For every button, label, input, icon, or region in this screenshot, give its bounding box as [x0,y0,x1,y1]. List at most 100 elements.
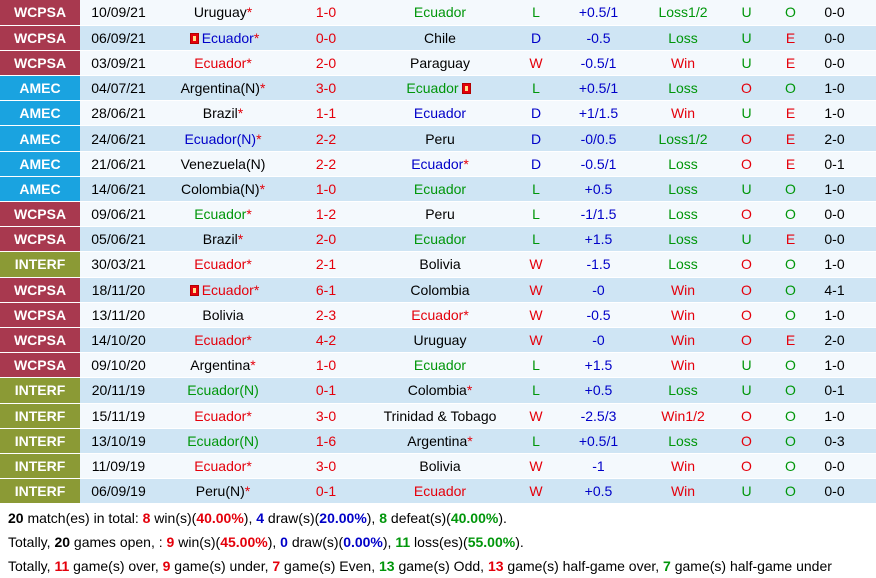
league-badge[interactable]: AMEC [0,100,80,127]
league-badge[interactable]: AMEC [0,75,80,102]
home-team[interactable]: Ecuador* [157,327,289,354]
summary-text: game(s) Odd, [394,558,488,574]
match-score[interactable]: 2-2 [289,151,363,177]
match-row: AMEC 04/07/21 Argentina(N)* 3-0 Ecuador L +0.5… [0,75,876,102]
away-team[interactable]: Ecuador [363,176,517,203]
league-badge[interactable]: INTERF [0,251,80,278]
home-team[interactable]: Brazil* [157,100,289,127]
match-score[interactable]: 1-0 [289,352,363,379]
league-badge[interactable]: INTERF [0,478,80,505]
away-team[interactable]: Uruguay [363,327,517,354]
match-score[interactable]: 2-0 [289,226,363,253]
handicap-line: -0 [555,327,642,354]
home-team[interactable]: Ecuador(N) [157,428,289,454]
league-badge[interactable]: AMEC [0,151,80,177]
match-row: WCPSA 09/06/21 Ecuador* 1-2 Peru L -1/1.5 Loss O… [0,201,876,228]
home-team[interactable]: Peru(N)* [157,478,289,505]
league-badge[interactable]: WCPSA [0,25,80,51]
league-badge[interactable]: INTERF [0,453,80,480]
league-badge[interactable]: WCPSA [0,201,80,228]
odd-even: O [769,453,812,480]
away-team[interactable]: Chile [363,25,517,51]
home-team[interactable]: Brazil* [157,226,289,253]
league-badge[interactable]: WCPSA [0,352,80,379]
league-badge[interactable]: WCPSA [0,0,80,26]
away-team[interactable]: Peru [363,125,517,152]
home-team[interactable]: Ecuador* [157,277,289,303]
league-badge[interactable]: INTERF [0,428,80,454]
match-rows: WCPSA 10/09/21 Uruguay* 1-0 Ecuador L +0.5/1 Lo… [0,0,876,505]
away-team[interactable]: Ecuador [363,75,517,102]
over-under: O [724,75,769,102]
over-under: O [724,251,769,278]
home-team[interactable]: Colombia(N)* [157,176,289,203]
match-score[interactable]: 4-2 [289,327,363,354]
league-badge[interactable]: AMEC [0,176,80,203]
handicap-result: Loss [642,176,724,203]
away-team[interactable]: Ecuador* [363,302,517,328]
summary-text: match(es) in total: [23,510,143,526]
league-badge[interactable]: WCPSA [0,50,80,77]
league-badge[interactable]: WCPSA [0,302,80,328]
away-team[interactable]: Trinidad & Tobago [363,403,517,429]
away-team[interactable]: Colombia [363,277,517,303]
away-team[interactable]: Peru [363,201,517,228]
odd-even: E [769,50,812,77]
home-team[interactable]: Ecuador(N) [157,377,289,404]
match-score[interactable]: 0-1 [289,377,363,404]
match-result: D [517,151,555,177]
match-score[interactable]: 1-1 [289,100,363,127]
league-badge[interactable]: INTERF [0,403,80,429]
home-team[interactable]: Ecuador(N)* [157,125,289,152]
match-score[interactable]: 3-0 [289,75,363,102]
match-row: INTERF 15/11/19 Ecuador* 3-0 Trinidad & Toba… [0,403,876,429]
league-badge[interactable]: WCPSA [0,226,80,253]
match-score[interactable]: 1-2 [289,201,363,228]
match-score[interactable]: 3-0 [289,453,363,480]
summary-line-matches: 20 match(es) in total: 8 win(s)(40.00%),… [0,506,876,530]
match-score[interactable]: 6-1 [289,277,363,303]
away-team[interactable]: Ecuador [363,100,517,127]
team-name: Argentina(N) [180,80,260,97]
home-team[interactable]: Ecuador* [157,403,289,429]
match-result: W [517,251,555,278]
away-team[interactable]: Paraguay [363,50,517,77]
away-team[interactable]: Argentina* [363,428,517,454]
league-badge[interactable]: WCPSA [0,277,80,303]
home-team[interactable]: Ecuador* [157,201,289,228]
home-team[interactable]: Ecuador* [157,50,289,77]
match-score[interactable]: 0-0 [289,25,363,51]
away-team[interactable]: Ecuador [363,0,517,26]
league-badge[interactable]: AMEC [0,125,80,152]
home-team[interactable]: Venezuela(N) [157,151,289,177]
away-team[interactable]: Ecuador [363,226,517,253]
match-score[interactable]: 3-0 [289,403,363,429]
home-team[interactable]: Ecuador* [157,453,289,480]
home-team[interactable]: Argentina* [157,352,289,379]
match-score[interactable]: 0-1 [289,478,363,505]
match-row: AMEC 14/06/21 Colombia(N)* 1-0 Ecuador L +0.5 L… [0,176,876,203]
match-score[interactable]: 2-1 [289,251,363,278]
match-score[interactable]: 1-6 [289,428,363,454]
away-team[interactable]: Ecuador [363,478,517,505]
league-badge[interactable]: WCPSA [0,327,80,354]
away-team[interactable]: Colombia* [363,377,517,404]
home-team[interactable]: Bolivia [157,302,289,328]
handicap-result: Loss [642,25,724,51]
home-team[interactable]: Ecuador* [157,25,289,51]
match-score[interactable]: 2-0 [289,50,363,77]
summary-ah-draws: 0 [280,534,288,550]
match-date: 24/06/21 [80,125,157,152]
match-score[interactable]: 1-0 [289,176,363,203]
home-team[interactable]: Ecuador* [157,251,289,278]
match-score[interactable]: 2-2 [289,125,363,152]
match-score[interactable]: 2-3 [289,302,363,328]
home-team[interactable]: Uruguay* [157,0,289,26]
away-team[interactable]: Ecuador [363,352,517,379]
home-team[interactable]: Argentina(N)* [157,75,289,102]
league-badge[interactable]: INTERF [0,377,80,404]
match-score[interactable]: 1-0 [289,0,363,26]
away-team[interactable]: Ecuador* [363,151,517,177]
away-team[interactable]: Bolivia [363,453,517,480]
away-team[interactable]: Bolivia [363,251,517,278]
